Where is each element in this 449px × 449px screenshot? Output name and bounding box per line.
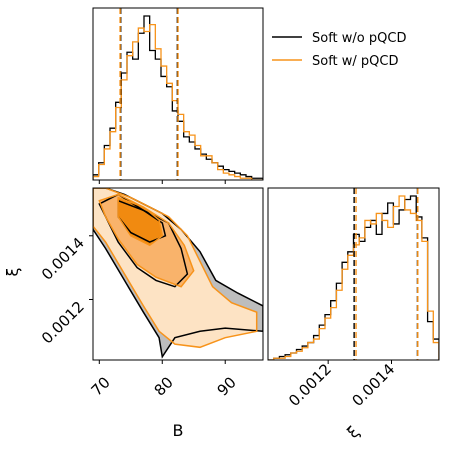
b-tick-label-2: 90 [214,373,240,399]
b-tick-label-0: 70 [88,373,114,399]
b-histogram-panel [93,8,263,180]
b-histogram-frame [92,7,264,181]
xi-histogram-frame [267,187,440,361]
xi-y-tick-label-0: 0.0012 [38,298,88,348]
b-xi-contour-panel [93,188,263,359]
soft-contour-level-1 [98,193,189,288]
x-axis-label-b: B [173,421,184,440]
b-tick-label-1: 80 [151,373,177,399]
b-hist-series-1 [93,23,263,180]
xi-histogram-panel [268,188,439,360]
pqcd-contour-level-0 [93,188,258,349]
xi-y-tick-label-1: 0.0014 [38,234,88,284]
y-axis-label-xi: ξ [3,267,22,276]
legend-label-pqcd: Soft w/ pQCD [312,54,399,69]
legend-label-soft: Soft w/o pQCD [312,31,406,46]
xi-x-tick-label-1: 0.0014 [348,360,398,410]
xi-x-tick-label-0: 0.0012 [285,360,335,410]
legend: Soft w/o pQCD Soft w/ pQCD [272,31,406,69]
pqcd-contour-level-2 [117,196,164,247]
x-axis-label-xi: ξ [343,422,363,442]
joint-panel-frame [92,187,264,361]
